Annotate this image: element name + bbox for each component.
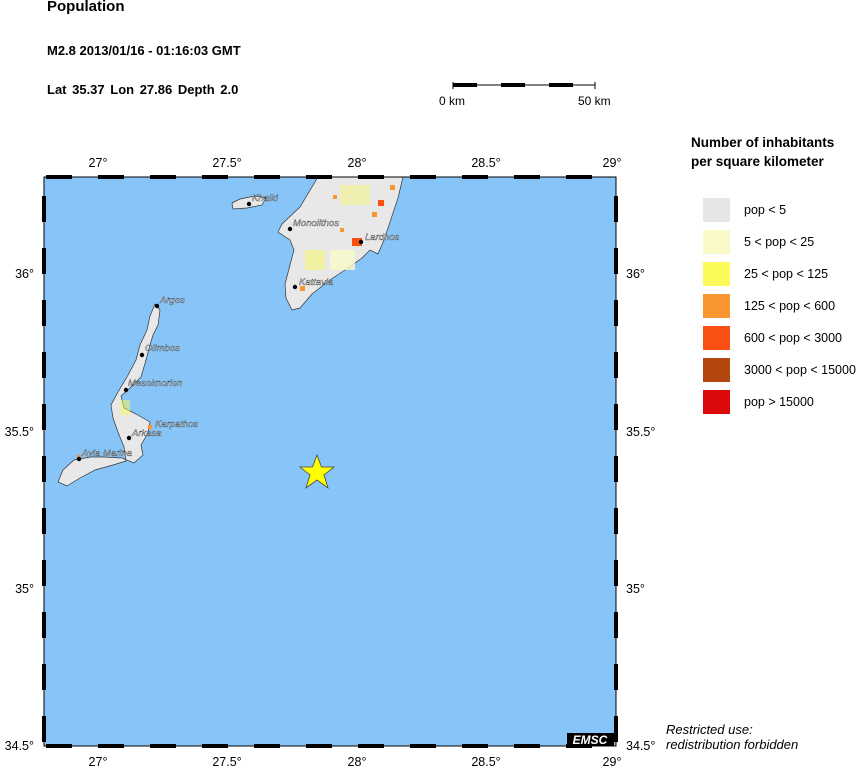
place-marker bbox=[139, 352, 145, 358]
lat-tick-label: 35.5° bbox=[5, 425, 34, 439]
legend-swatch bbox=[703, 326, 730, 350]
lat-tick-label: 36° bbox=[626, 267, 645, 281]
place-label: Mesoknorion bbox=[128, 378, 182, 389]
legend-item: pop > 15000 bbox=[703, 390, 814, 414]
place-label: Khalki bbox=[252, 193, 279, 204]
lon-tick-label: 27° bbox=[89, 156, 108, 170]
lon-tick-label: 28.5° bbox=[471, 755, 500, 768]
legend-swatch bbox=[703, 390, 730, 414]
map-title: Population bbox=[47, 0, 125, 15]
lat-tick-label: 35° bbox=[626, 582, 645, 596]
map-frame bbox=[42, 175, 618, 748]
lat-tick-labels: 36° 35.5° 35° 34.5° 36° 35.5° 35° 34.5° bbox=[5, 267, 656, 753]
place-label: Arkasa bbox=[131, 428, 162, 439]
lon-tick-label: 27° bbox=[89, 755, 108, 768]
place-label: Lardhos bbox=[365, 232, 400, 243]
place-markers: Khalki Monolithos Lardhos Kattavia Argos… bbox=[76, 193, 400, 462]
population-density-cells bbox=[77, 185, 395, 459]
place-label: Karpathos bbox=[155, 419, 199, 430]
place-marker bbox=[123, 387, 129, 393]
epicenter-star-icon[interactable] bbox=[298, 453, 336, 490]
emsc-badge: EMSC bbox=[567, 733, 614, 747]
legend-item: 600 < pop < 3000 bbox=[703, 326, 842, 350]
legend-item: 25 < pop < 125 bbox=[703, 262, 828, 286]
place-marker bbox=[246, 201, 252, 207]
legend-label: 3000 < pop < 15000 bbox=[744, 363, 856, 377]
place-label: Olimbos bbox=[145, 343, 180, 354]
place-marker bbox=[126, 435, 132, 441]
lat-tick-label: 36° bbox=[15, 267, 34, 281]
legend-title-line2: per square kilometer bbox=[691, 154, 824, 169]
legend-swatch bbox=[703, 294, 730, 318]
legend-label: 5 < pop < 25 bbox=[744, 235, 815, 249]
scale-start-label: 0 km bbox=[439, 94, 466, 108]
lon-tick-label: 27.5° bbox=[212, 755, 241, 768]
usage-notice-line1: Restricted use: bbox=[666, 722, 753, 737]
place-marker bbox=[292, 284, 298, 290]
legend-swatch bbox=[703, 198, 730, 222]
place-marker bbox=[154, 303, 160, 309]
lon-tick-label: 29° bbox=[603, 156, 622, 170]
place-label: Monolithos bbox=[293, 218, 339, 229]
lon-tick-labels: 27° 27.5° 28° 28.5° 29° 27° 27.5° 28° 28… bbox=[89, 156, 622, 768]
event-info: M2.8 2013/01/16 - 01:16:03 GMT bbox=[47, 43, 241, 58]
legend-label: 125 < pop < 600 bbox=[744, 299, 836, 313]
place-label: Kattavia bbox=[299, 277, 333, 288]
place-marker bbox=[76, 456, 82, 462]
legend-swatch bbox=[703, 262, 730, 286]
legend-swatch bbox=[703, 230, 730, 254]
legend-swatch bbox=[703, 358, 730, 382]
lat-tick-label: 34.5° bbox=[5, 739, 34, 753]
lon-tick-label: 29° bbox=[603, 755, 622, 768]
lon-tick-label: 27.5° bbox=[212, 156, 241, 170]
emsc-label: EMSC bbox=[573, 733, 608, 747]
legend-label: 600 < pop < 3000 bbox=[744, 331, 843, 345]
place-marker bbox=[287, 226, 293, 232]
lon-tick-label: 28° bbox=[348, 755, 367, 768]
rhodes-island bbox=[277, 176, 404, 311]
legend-title-line1: Number of inhabitants bbox=[691, 135, 835, 150]
legend-label: pop > 15000 bbox=[744, 395, 814, 409]
place-marker bbox=[358, 239, 364, 245]
lon-tick-label: 28° bbox=[348, 156, 367, 170]
event-coordinates: Lat 35.37 Lon 27.86 Depth 2.0 bbox=[47, 82, 239, 97]
legend-item: pop < 5 bbox=[703, 198, 786, 222]
legend-label: 25 < pop < 125 bbox=[744, 267, 829, 281]
place-label: Ayia Marina bbox=[81, 448, 132, 459]
usage-notice: Restricted use: redistribution forbidden bbox=[666, 722, 798, 752]
place-label: Argos bbox=[159, 295, 185, 306]
legend-label: pop < 5 bbox=[744, 203, 787, 217]
legend-item: 125 < pop < 600 bbox=[703, 294, 835, 318]
lat-tick-label: 34.5° bbox=[626, 739, 655, 753]
legend-title: Number of inhabitants per square kilomet… bbox=[691, 133, 834, 171]
usage-notice-line2: redistribution forbidden bbox=[666, 737, 799, 752]
scale-end-label: 50 km bbox=[578, 94, 611, 108]
lat-tick-label: 35° bbox=[15, 582, 34, 596]
lat-tick-label: 35.5° bbox=[626, 425, 655, 439]
lon-tick-label: 28.5° bbox=[471, 156, 500, 170]
legend-item: 3000 < pop < 15000 bbox=[703, 358, 856, 382]
karpathos-island bbox=[57, 303, 161, 487]
legend-item: 5 < pop < 25 bbox=[703, 230, 814, 254]
